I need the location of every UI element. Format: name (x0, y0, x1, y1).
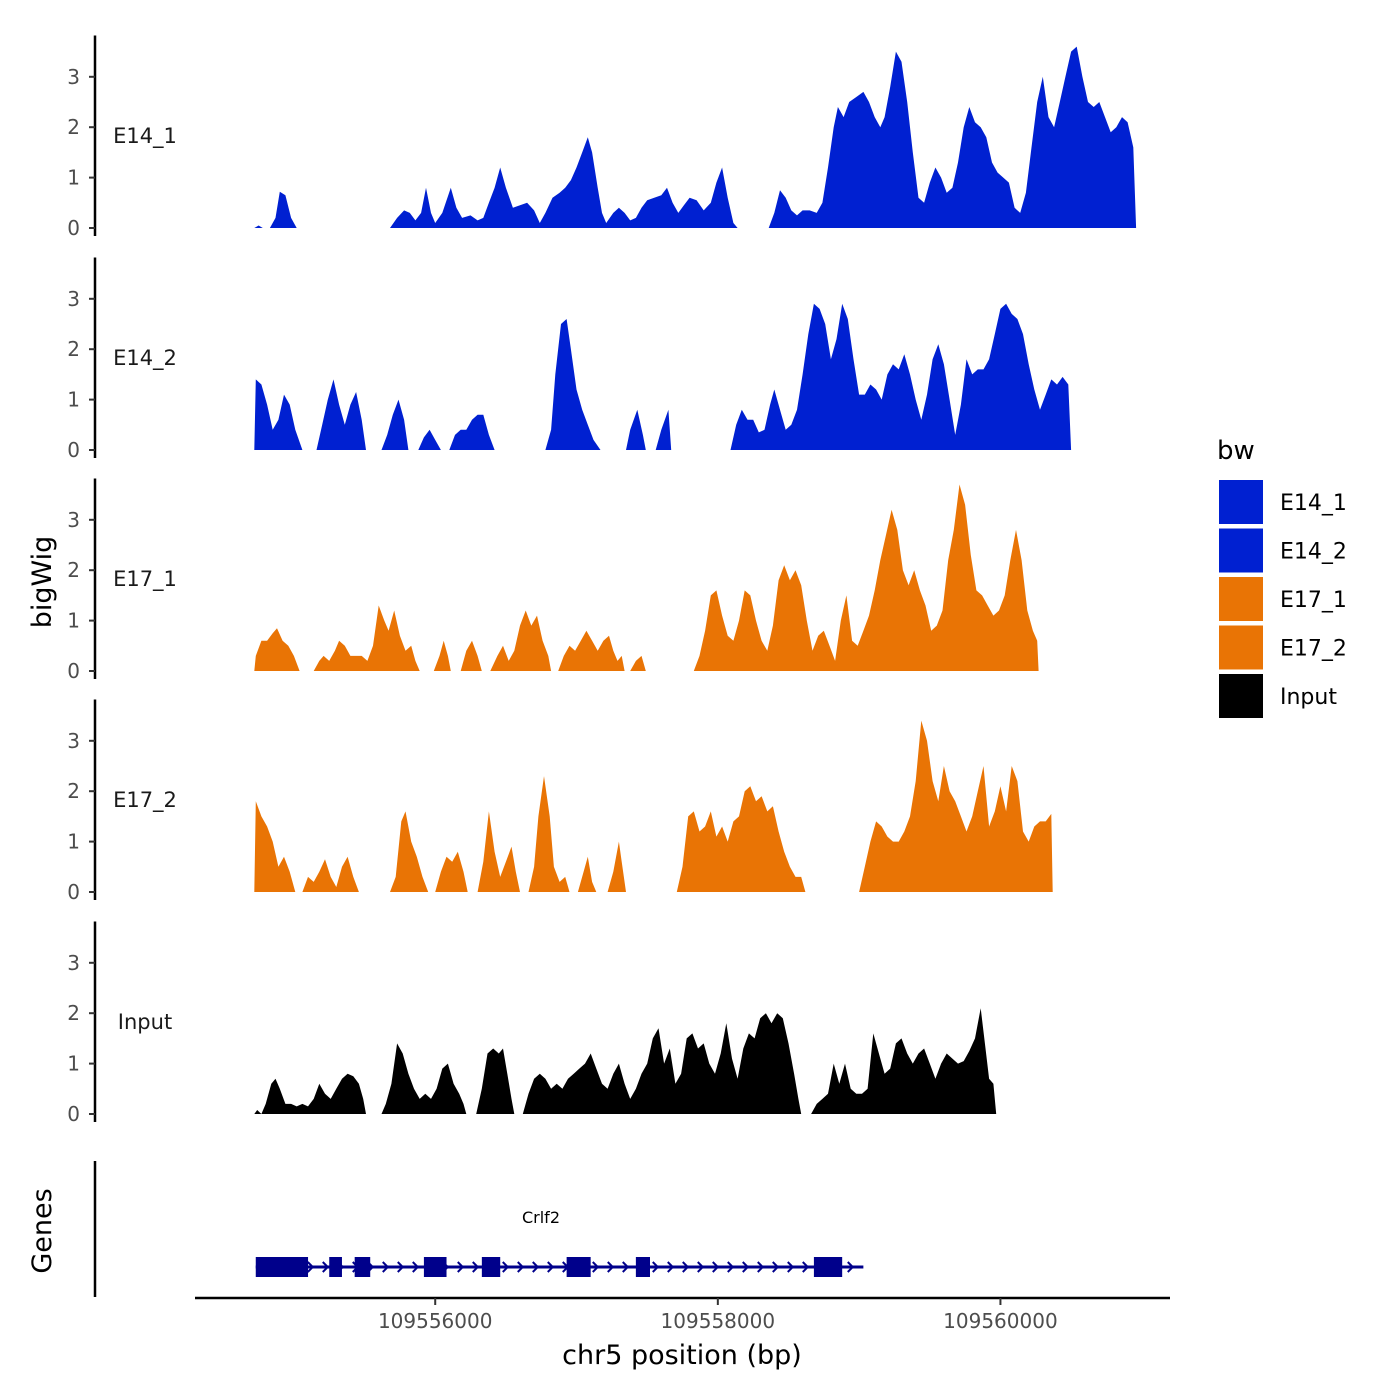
track-label: E17_2 (113, 788, 177, 813)
y-tick-label: 3 (67, 951, 80, 975)
strand-arrow-icon (592, 1261, 600, 1273)
y-tick-label: 2 (67, 115, 80, 139)
legend-swatch (1219, 625, 1263, 670)
strand-arrow-icon (457, 1261, 465, 1273)
x-tick-label: 109558000 (661, 1309, 776, 1333)
gene-exon (255, 1257, 309, 1277)
strand-arrow-icon (712, 1261, 720, 1273)
y-tick-label: 3 (67, 729, 80, 753)
y-tick-label: 0 (67, 216, 80, 240)
y-tick-label: 2 (67, 558, 80, 582)
track-label: E14_1 (113, 124, 177, 149)
y-tick-label: 1 (67, 388, 80, 412)
strand-arrow-icon (547, 1261, 555, 1273)
y-tick-label: 1 (67, 830, 80, 854)
y-tick-label: 3 (67, 287, 80, 311)
strand-arrow-icon (622, 1261, 630, 1273)
track-label: E14_2 (113, 346, 177, 371)
legend-swatch (1219, 674, 1263, 718)
y-tick-label: 2 (67, 779, 80, 803)
coverage-area (254, 1008, 997, 1114)
legend-label: E14_1 (1280, 491, 1347, 516)
gene-crlf2: Crlf2 (255, 1208, 864, 1277)
x-axis: 109556000 109558000 109560000 (195, 1296, 1170, 1333)
track-label: E17_1 (113, 567, 177, 592)
y-tick-label: 0 (67, 438, 80, 462)
strand-arrow-icon (727, 1261, 735, 1273)
genes-panel: Crlf2 (93, 1161, 864, 1297)
strand-arrow-icon (697, 1261, 705, 1273)
coverage-area (254, 46, 1137, 228)
strand-arrow-icon (772, 1261, 780, 1273)
gene-exon (329, 1257, 342, 1277)
legend-swatch (1219, 480, 1263, 524)
y-tick-label: 3 (67, 65, 80, 89)
strand-arrow-icon (517, 1261, 525, 1273)
strand-arrow-icon (412, 1261, 420, 1273)
track-input: 0 1 2 3 Input (67, 921, 997, 1126)
strand-arrow-icon (667, 1261, 675, 1273)
gene-exon (354, 1257, 371, 1277)
legend-label: E17_1 (1280, 588, 1347, 613)
coverage-area (254, 720, 1053, 892)
y-tick-label: 1 (67, 166, 80, 190)
gene-label: Crlf2 (522, 1208, 560, 1227)
y-tick-label: 1 (67, 1052, 80, 1076)
gene-exon (566, 1257, 591, 1277)
strand-arrow-icon (502, 1261, 510, 1273)
strand-arrow-icon (307, 1261, 315, 1273)
legend-swatch (1219, 528, 1263, 573)
legend: bw E14_1 E14_2 E17_1 E17_2 Input (1217, 436, 1347, 718)
strand-arrow-icon (382, 1261, 390, 1273)
strand-arrow-icon (682, 1261, 690, 1273)
strand-arrow-icon (847, 1261, 855, 1273)
y-tick-label: 1 (67, 609, 80, 633)
legend-label: Input (1280, 685, 1337, 710)
gene-exon (813, 1257, 843, 1277)
x-axis-title: chr5 position (bp) (562, 1340, 802, 1371)
strand-arrow-icon (322, 1261, 330, 1273)
y-axis-title: bigWig (27, 536, 58, 629)
gene-exon (423, 1257, 447, 1277)
strand-arrow-icon (742, 1261, 750, 1273)
legend-label: E14_2 (1280, 540, 1347, 565)
legend-swatch (1219, 577, 1263, 621)
y-tick-label: 3 (67, 508, 80, 532)
y-tick-label: 0 (67, 880, 80, 904)
strand-arrow-icon (397, 1261, 405, 1273)
track-e14-1: 0 1 2 3 E14_1 (67, 35, 1137, 240)
y-tick-label: 0 (67, 1102, 80, 1126)
track-e14-2: 0 1 2 3 E14_2 (67, 257, 1072, 462)
coverage-tracks: 0 1 2 3 E14_1 0 1 2 3 E14_2 0 1 2 3 E17_1 0 1 2 3 E17_2 0 1 2 3… (67, 35, 1137, 1126)
legend-title: bw (1217, 436, 1255, 466)
track-e17-2: 0 1 2 3 E17_2 (67, 699, 1053, 904)
y-tick-label: 2 (67, 337, 80, 361)
strand-arrow-icon (757, 1261, 765, 1273)
y-tick-label: 2 (67, 1001, 80, 1025)
y-tick-label: 0 (67, 659, 80, 683)
gene-exon (481, 1257, 501, 1277)
legend-label: E17_2 (1280, 637, 1347, 662)
gene-exon (635, 1257, 650, 1277)
x-tick-label: 109556000 (378, 1309, 493, 1333)
x-tick-label: 109560000 (943, 1309, 1058, 1333)
strand-arrow-icon (607, 1261, 615, 1273)
genes-axis-title: Genes (27, 1188, 58, 1273)
strand-arrow-icon (532, 1261, 540, 1273)
track-e17-1: 0 1 2 3 E17_1 (67, 478, 1039, 683)
track-label: Input (118, 1010, 172, 1034)
strand-arrow-icon (652, 1261, 660, 1273)
strand-arrow-icon (787, 1261, 795, 1273)
strand-arrow-icon (802, 1261, 810, 1273)
coverage-area (254, 484, 1039, 671)
strand-arrow-icon (472, 1261, 480, 1273)
coverage-area (254, 303, 1072, 450)
